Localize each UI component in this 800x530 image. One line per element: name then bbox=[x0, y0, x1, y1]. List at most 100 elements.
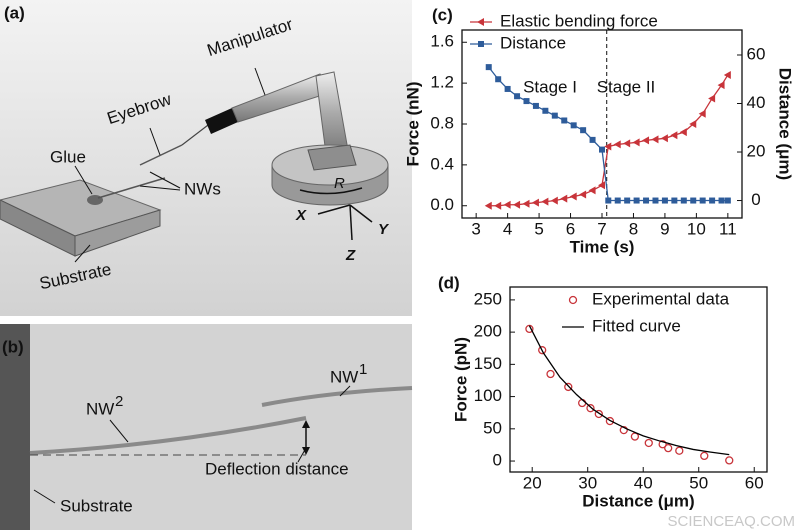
marker bbox=[550, 196, 558, 205]
marker bbox=[643, 197, 650, 204]
y-tick-label: 100 bbox=[474, 386, 502, 405]
label-sup: 2 bbox=[115, 393, 123, 410]
label: NW bbox=[330, 367, 358, 386]
marker bbox=[598, 181, 605, 190]
legend-label: Elastic bending force bbox=[500, 11, 658, 30]
marker bbox=[690, 197, 697, 204]
substrate-side bbox=[74, 209, 161, 257]
leader-line bbox=[109, 419, 129, 443]
marker bbox=[586, 404, 595, 413]
panel-b: (b) NW 2 NW 1 Deflection distance Substr… bbox=[0, 324, 413, 530]
marker bbox=[580, 127, 587, 134]
marker bbox=[513, 200, 521, 209]
x-tick-label: 20 bbox=[523, 473, 542, 492]
marker bbox=[651, 135, 659, 144]
nanowire bbox=[97, 177, 166, 199]
x-tick-label: 50 bbox=[689, 473, 708, 492]
label: NW bbox=[86, 399, 114, 418]
x-tick-label: 10 bbox=[687, 219, 706, 238]
marker bbox=[680, 197, 687, 204]
axis-arrow bbox=[349, 204, 353, 241]
marker bbox=[723, 70, 731, 79]
marker bbox=[561, 117, 568, 124]
y-tick-label: 1.2 bbox=[430, 73, 454, 92]
panel-label: (b) bbox=[2, 337, 24, 356]
plot-frame bbox=[461, 29, 743, 219]
y-tick-label: 0 bbox=[493, 451, 502, 470]
marker bbox=[599, 146, 605, 153]
marker bbox=[525, 324, 534, 334]
y2-axis-label: Distance (μm) bbox=[776, 68, 795, 180]
x-axis-label: Distance (μm) bbox=[582, 491, 694, 510]
marker bbox=[632, 138, 640, 147]
marker bbox=[542, 107, 549, 114]
marker bbox=[531, 198, 539, 207]
marker bbox=[699, 197, 706, 204]
marker bbox=[679, 128, 687, 137]
leader-line bbox=[74, 165, 93, 195]
marker bbox=[569, 192, 577, 201]
marker bbox=[605, 416, 615, 426]
marker bbox=[570, 122, 577, 129]
label: NWs bbox=[184, 179, 221, 198]
leader-line bbox=[139, 185, 181, 191]
marker bbox=[718, 197, 725, 204]
marker bbox=[514, 93, 521, 100]
marker bbox=[623, 139, 631, 148]
y-tick-label: 50 bbox=[483, 418, 502, 437]
axis-arrow bbox=[349, 204, 373, 223]
marker bbox=[614, 197, 621, 204]
marker bbox=[660, 134, 668, 143]
y2-tick-label: 60 bbox=[747, 44, 766, 63]
x-tick-label: 8 bbox=[629, 219, 638, 238]
y2-tick-label: 0 bbox=[751, 190, 760, 209]
y-axis-label: Force (pN) bbox=[451, 337, 470, 422]
leader-line bbox=[149, 171, 181, 189]
x-tick-label: 7 bbox=[597, 219, 606, 238]
leader-line bbox=[149, 127, 161, 156]
marker bbox=[503, 200, 511, 209]
marker bbox=[664, 443, 673, 453]
manipulator-block bbox=[307, 144, 357, 171]
x-axis-label: Time (s) bbox=[570, 237, 635, 256]
nanowire bbox=[261, 386, 413, 407]
label: R bbox=[334, 175, 345, 192]
annotation: Stage I bbox=[523, 77, 577, 96]
marker bbox=[532, 102, 539, 109]
legend-marker bbox=[477, 18, 484, 26]
y2-tick-label: 20 bbox=[747, 142, 766, 161]
marker bbox=[494, 201, 502, 210]
marker bbox=[495, 76, 502, 83]
leader-line bbox=[74, 244, 91, 263]
label: Substrate bbox=[60, 496, 133, 515]
marker bbox=[658, 440, 667, 449]
y-tick-label: 250 bbox=[474, 289, 502, 308]
x-tick-label: 11 bbox=[719, 219, 737, 238]
label: Deflection distance bbox=[205, 459, 349, 478]
marker bbox=[642, 136, 650, 145]
marker bbox=[605, 197, 612, 204]
leader-line bbox=[339, 385, 351, 397]
label: Glue bbox=[50, 147, 86, 166]
marker bbox=[619, 425, 628, 435]
leader-line bbox=[33, 489, 56, 504]
y-tick-label: 1.6 bbox=[430, 32, 454, 51]
arrow-head bbox=[302, 447, 310, 455]
legend-label: Distance bbox=[500, 33, 566, 52]
label: X bbox=[295, 207, 307, 224]
marker bbox=[579, 190, 587, 199]
axis-arrow bbox=[317, 204, 351, 215]
marker bbox=[522, 199, 530, 208]
marker bbox=[589, 136, 596, 143]
marker bbox=[717, 81, 725, 90]
panel-label: (c) bbox=[432, 5, 453, 24]
marker bbox=[538, 346, 547, 355]
panel-a: (a) Manipulator Eyebrow Glue NWs R X Y Z… bbox=[0, 0, 412, 316]
marker bbox=[578, 398, 587, 408]
y-axis-label: Force (nN) bbox=[403, 82, 422, 167]
y-tick-label: 150 bbox=[474, 354, 502, 373]
nanowire bbox=[139, 144, 183, 166]
marker bbox=[675, 446, 684, 455]
